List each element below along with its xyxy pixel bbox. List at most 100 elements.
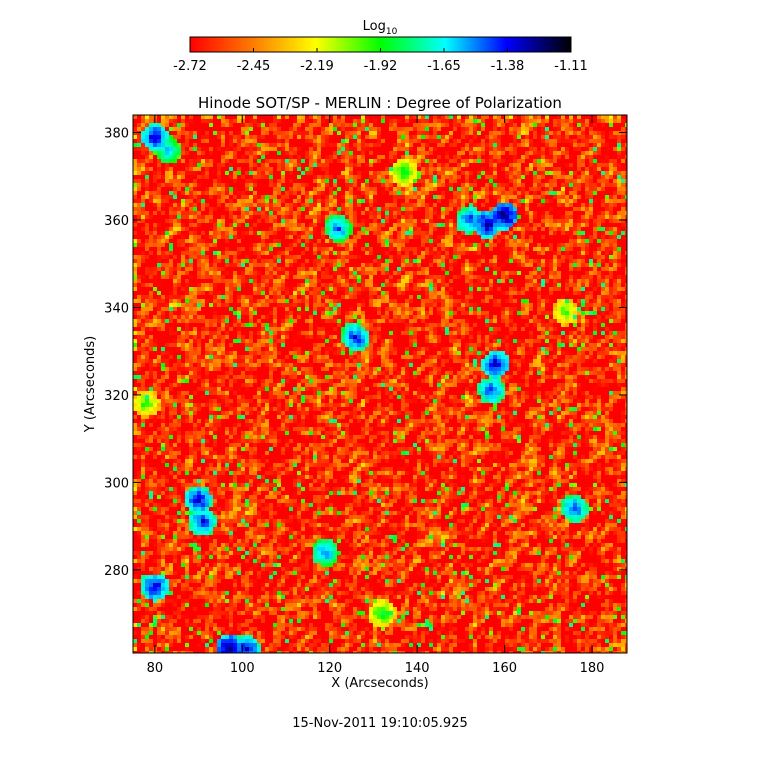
heatmap-cell xyxy=(161,275,165,279)
heatmap-cell xyxy=(581,155,585,159)
heatmap-cell xyxy=(569,243,573,247)
heatmap-cell xyxy=(605,139,609,143)
heatmap-cell xyxy=(433,271,437,275)
heatmap-cell xyxy=(133,123,137,127)
heatmap-cell xyxy=(261,251,265,255)
heatmap-cell xyxy=(473,171,477,175)
heatmap-cell xyxy=(257,163,261,167)
heatmap-cell xyxy=(173,259,177,263)
heatmap-cell xyxy=(549,123,553,127)
heatmap-cell xyxy=(557,223,561,227)
heatmap-cell xyxy=(325,199,329,203)
heatmap-cell xyxy=(613,199,617,203)
heatmap-cell xyxy=(381,175,385,179)
heatmap-cell xyxy=(241,167,245,171)
heatmap-cell xyxy=(545,207,549,211)
heatmap-cell xyxy=(169,263,173,267)
heatmap-cell xyxy=(229,187,233,191)
heatmap-cell xyxy=(245,131,249,135)
heatmap-cell xyxy=(277,195,281,199)
heatmap-cell xyxy=(441,159,445,163)
heatmap-cell xyxy=(165,187,169,191)
heatmap-cell xyxy=(517,207,521,211)
heatmap-cell xyxy=(321,251,325,255)
heatmap-cell xyxy=(205,167,209,171)
heatmap-cell xyxy=(189,207,193,211)
heatmap-cell xyxy=(397,255,401,259)
heatmap-cell xyxy=(301,199,305,203)
heatmap-cell xyxy=(425,259,429,263)
heatmap-cell xyxy=(485,135,489,139)
heatmap-cell xyxy=(417,255,421,259)
heatmap-cell xyxy=(313,199,317,203)
heatmap-cell xyxy=(485,131,489,135)
heatmap-cell xyxy=(277,267,281,271)
heatmap-cell xyxy=(569,267,573,271)
heatmap-cell xyxy=(589,131,593,135)
heatmap-cell xyxy=(173,243,177,247)
heatmap-cell xyxy=(149,251,153,255)
heatmap-cell xyxy=(533,223,537,227)
heatmap-cell xyxy=(505,223,509,227)
heatmap-cell xyxy=(197,255,201,259)
heatmap-cell xyxy=(553,215,557,219)
heatmap-cell xyxy=(177,207,181,211)
heatmap-cell xyxy=(289,115,293,119)
heatmap-cell xyxy=(493,159,497,163)
heatmap-cell xyxy=(437,195,441,199)
heatmap-cell xyxy=(205,155,209,159)
heatmap-cell xyxy=(413,239,417,243)
heatmap-cell xyxy=(449,123,453,127)
heatmap-cell xyxy=(453,115,457,119)
heatmap-cell xyxy=(421,115,425,119)
heatmap-cell xyxy=(573,183,577,187)
heatmap-cell xyxy=(433,235,437,239)
heatmap-cell xyxy=(325,123,329,127)
heatmap-cell xyxy=(609,199,613,203)
heatmap-cell xyxy=(421,183,425,187)
heatmap-cell xyxy=(405,267,409,271)
heatmap-cell xyxy=(245,239,249,243)
heatmap-cell xyxy=(241,211,245,215)
heatmap-cell xyxy=(405,211,409,215)
heatmap-cell xyxy=(373,235,377,239)
heatmap-cell xyxy=(341,155,345,159)
heatmap-cell xyxy=(461,115,465,119)
heatmap-cell xyxy=(169,199,173,203)
heatmap-cell xyxy=(597,127,601,131)
heatmap-cell xyxy=(385,123,389,127)
heatmap-cell xyxy=(181,159,185,163)
heatmap-cell xyxy=(145,251,149,255)
heatmap-cell xyxy=(453,267,457,271)
heatmap-cell xyxy=(461,235,465,239)
heatmap-cell xyxy=(525,243,529,247)
heatmap-cell xyxy=(413,127,417,131)
heatmap-cell xyxy=(237,243,241,247)
heatmap-cell xyxy=(517,171,521,175)
heatmap-cell xyxy=(545,255,549,259)
heatmap-cell xyxy=(493,127,497,131)
heatmap-cell xyxy=(517,243,521,247)
heatmap-cell xyxy=(501,163,505,167)
heatmap-cell xyxy=(145,255,149,259)
heatmap-cell xyxy=(133,159,137,163)
heatmap-cell xyxy=(277,135,281,139)
heatmap-cell xyxy=(241,147,245,151)
heatmap-cell xyxy=(493,247,497,251)
heatmap-cell xyxy=(177,255,181,259)
heatmap-cell xyxy=(453,195,457,199)
heatmap-cell xyxy=(513,151,517,155)
heatmap-cell xyxy=(265,187,269,191)
heatmap-cell xyxy=(601,227,605,231)
heatmap-cell xyxy=(501,259,505,263)
heatmap-cell xyxy=(521,251,525,255)
heatmap-cell xyxy=(617,183,621,187)
heatmap-cell xyxy=(157,155,161,159)
heatmap-cell xyxy=(209,271,213,275)
heatmap-cell xyxy=(581,267,585,271)
heatmap-cell xyxy=(533,187,537,191)
heatmap-cell xyxy=(513,171,517,175)
heatmap-cell xyxy=(309,123,313,127)
heatmap-cell xyxy=(281,211,285,215)
heatmap-cell xyxy=(173,251,177,255)
